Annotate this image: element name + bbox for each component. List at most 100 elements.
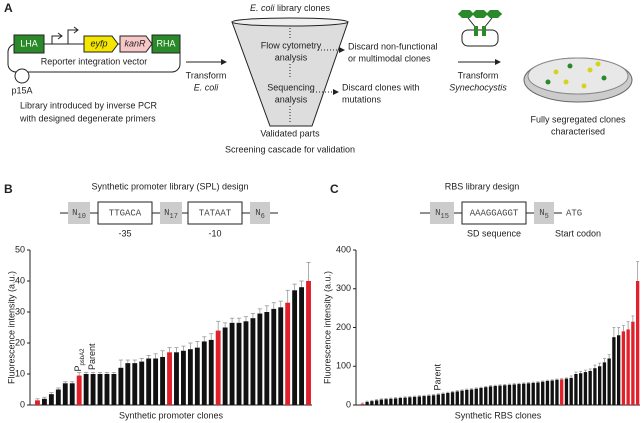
- y-tick-label: 400: [336, 244, 351, 254]
- bar: [579, 373, 583, 405]
- motif-label: -10: [208, 228, 221, 238]
- bar: [460, 390, 464, 405]
- bar: [139, 361, 145, 405]
- bar: [132, 363, 138, 405]
- origin-label: p15A: [11, 85, 32, 95]
- bar: [408, 397, 412, 405]
- funnel-top: E. coli library clones: [250, 3, 331, 13]
- bar: [626, 329, 630, 405]
- bar: [403, 397, 407, 405]
- y-axis-label: Fluorescence intensity (a.u.): [322, 271, 332, 384]
- vector: LHA eyfp kanR RHA Reporter integration v…: [7, 26, 181, 95]
- motif-label: SD sequence: [467, 228, 521, 238]
- bar: [76, 375, 82, 405]
- y-tick-label: 40: [15, 275, 25, 285]
- step-label: Transform: [186, 70, 227, 80]
- motif: AAAGGAGGT: [470, 208, 519, 218]
- bar: [545, 380, 550, 405]
- bar: [222, 327, 228, 405]
- bar: [621, 331, 626, 405]
- text: E. coli: [250, 3, 276, 13]
- bar: [90, 374, 96, 405]
- panel-label: B: [4, 182, 13, 196]
- petri-dish: [523, 57, 633, 103]
- bar: [292, 290, 298, 405]
- bar: [612, 337, 616, 405]
- bar: [208, 339, 214, 405]
- bar: [187, 349, 193, 405]
- bar: [146, 358, 152, 405]
- y-tick-label: 30: [15, 306, 25, 316]
- part-label: kanR: [124, 38, 146, 48]
- bar: [389, 398, 393, 405]
- bar: [48, 394, 54, 405]
- synechocystis-icon: [458, 10, 502, 47]
- bar: [522, 383, 526, 405]
- bar: [180, 350, 186, 405]
- bar: [431, 395, 436, 405]
- bar: [607, 358, 611, 405]
- spacer: N15: [435, 208, 449, 220]
- bar: [503, 385, 507, 405]
- bar: [512, 384, 516, 405]
- bar: [201, 341, 207, 405]
- y-axis-label: Fluorescence intensity (a.u.): [6, 271, 16, 384]
- bar: [583, 372, 588, 405]
- bar: [250, 318, 256, 405]
- bar: [41, 398, 47, 405]
- bar: [236, 322, 242, 405]
- bar: [412, 396, 417, 405]
- step-label: Transform: [458, 70, 499, 80]
- panel-label: A: [4, 1, 13, 15]
- bar: [469, 389, 474, 405]
- bar: [531, 382, 535, 405]
- bar: [422, 396, 426, 405]
- y-tick-label: 200: [336, 322, 351, 332]
- text: 10: [78, 213, 86, 221]
- step-label: Synechocystis: [449, 82, 507, 92]
- annotation: Parent: [433, 364, 443, 391]
- bar: [446, 392, 450, 405]
- text: N: [72, 208, 77, 218]
- bar: [474, 388, 478, 405]
- text: psbA2: [80, 348, 86, 366]
- bar: [436, 394, 440, 405]
- x-axis-label: Synthetic promoter clones: [119, 410, 224, 420]
- y-tick-label: 50: [15, 244, 25, 254]
- text: N: [539, 208, 544, 218]
- discard: or multimodal clones: [348, 53, 431, 63]
- text: 15: [441, 213, 449, 221]
- y-tick-label: 100: [336, 361, 351, 371]
- bar: [564, 378, 569, 405]
- motif-label: -35: [118, 228, 131, 238]
- design-title: RBS library design: [445, 181, 520, 191]
- bar: [417, 396, 421, 405]
- bar: [55, 389, 61, 405]
- bar: [541, 381, 545, 405]
- bar: [379, 399, 384, 405]
- bar: [215, 330, 221, 405]
- x-axis-label: Synthetic RBS clones: [455, 410, 542, 420]
- bar: [278, 307, 284, 405]
- bar: [285, 302, 291, 405]
- bar: [517, 384, 521, 405]
- text: Parent: [87, 343, 97, 370]
- bar: [384, 399, 388, 405]
- bar: [536, 382, 540, 405]
- bar: [97, 374, 103, 405]
- text: 5: [545, 213, 549, 221]
- y-tick-label: 0: [20, 399, 25, 409]
- bar: [160, 356, 166, 405]
- bar: [370, 401, 374, 405]
- bar: [257, 313, 263, 405]
- bar: [602, 362, 607, 405]
- bar: [441, 393, 445, 405]
- bar: [455, 391, 459, 405]
- discard: mutations: [342, 94, 382, 104]
- bar: [598, 366, 602, 405]
- bar: [374, 400, 379, 405]
- bar: [35, 400, 40, 405]
- bar: [550, 380, 554, 405]
- bar: [125, 363, 131, 405]
